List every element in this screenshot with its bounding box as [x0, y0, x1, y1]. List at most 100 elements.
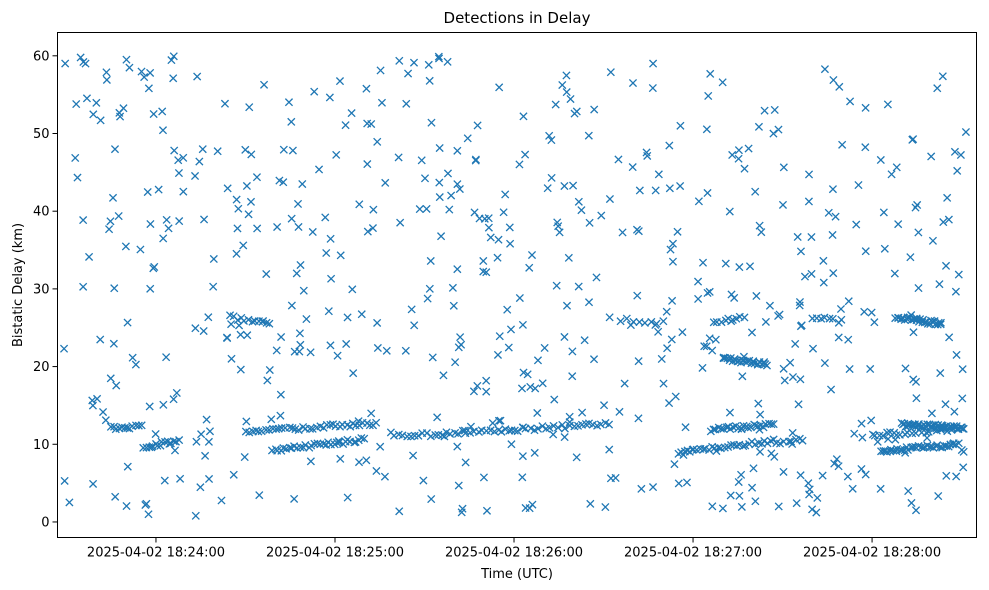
data-point: [959, 424, 968, 433]
data-point: [473, 381, 482, 390]
data-point: [852, 220, 861, 229]
data-point: [886, 447, 895, 456]
data-point: [435, 178, 444, 187]
data-point: [244, 210, 253, 219]
data-point: [519, 368, 528, 377]
data-point: [227, 320, 236, 329]
data-point: [794, 400, 803, 409]
data-point: [351, 421, 360, 430]
data-point: [876, 155, 885, 165]
data-point: [486, 233, 495, 242]
data-point: [121, 242, 130, 251]
data-point: [295, 329, 304, 338]
data-point: [678, 328, 687, 337]
data-point: [111, 492, 120, 501]
data-point: [554, 222, 563, 231]
data-point: [633, 291, 642, 300]
data-point: [792, 499, 801, 508]
data-point: [665, 141, 674, 150]
data-point: [755, 221, 764, 230]
data-point: [599, 401, 609, 410]
data-point: [717, 318, 726, 327]
data-point: [425, 76, 434, 85]
data-point: [422, 204, 431, 213]
data-point: [463, 134, 472, 143]
data-markers: [59, 52, 970, 520]
data-point: [479, 267, 488, 276]
data-point: [751, 497, 760, 506]
data-point: [447, 191, 456, 200]
data-point: [128, 353, 137, 362]
data-point: [220, 99, 230, 108]
data-point: [410, 321, 419, 330]
data-point: [666, 245, 675, 254]
data-point: [360, 434, 369, 443]
data-point: [943, 193, 952, 202]
data-point: [562, 301, 572, 310]
data-point: [564, 253, 573, 262]
data-point: [744, 144, 753, 153]
data-point: [241, 145, 250, 154]
data-point: [739, 442, 748, 451]
data-point: [108, 193, 118, 202]
data-point: [854, 180, 863, 190]
data-point: [213, 147, 222, 156]
data-point: [407, 305, 416, 314]
data-point: [101, 416, 110, 425]
data-point: [179, 187, 188, 196]
data-point: [493, 253, 502, 262]
data-point: [857, 419, 866, 428]
data-point: [745, 262, 755, 271]
data-point: [953, 166, 962, 175]
data-point: [628, 78, 638, 88]
data-point: [883, 428, 892, 437]
data-point: [590, 105, 599, 114]
data-point: [880, 244, 889, 253]
chart-title: Detections in Delay: [444, 9, 591, 27]
data-point: [671, 392, 680, 401]
data-point: [137, 67, 146, 76]
data-point: [321, 213, 330, 222]
data-point: [157, 437, 166, 446]
data-point: [757, 228, 766, 237]
data-point: [325, 93, 334, 102]
data-point: [698, 258, 708, 267]
data-point: [752, 291, 761, 301]
data-point: [711, 335, 720, 344]
data-point: [273, 222, 282, 232]
data-point: [294, 425, 303, 435]
data-point: [110, 284, 119, 293]
data-point: [355, 200, 364, 209]
data-point: [373, 318, 382, 327]
data-point: [850, 429, 859, 438]
data-point: [169, 395, 178, 404]
data-point: [828, 185, 837, 194]
data-point: [277, 424, 286, 433]
data-point: [503, 305, 512, 314]
data-point: [779, 467, 788, 476]
data-point: [420, 174, 430, 183]
data-point: [533, 356, 543, 365]
data-point: [191, 324, 200, 333]
data-point: [457, 340, 466, 349]
data-point: [673, 227, 682, 236]
data-point: [775, 310, 784, 319]
data-point: [703, 188, 712, 198]
data-point: [843, 472, 852, 481]
data-point: [191, 511, 200, 520]
data-point: [146, 219, 155, 229]
data-point: [551, 100, 560, 109]
data-point: [482, 506, 492, 515]
data-point: [668, 239, 677, 248]
data-point: [243, 331, 252, 340]
data-point: [290, 347, 299, 356]
data-point: [253, 224, 262, 233]
data-point: [61, 59, 70, 68]
data-point: [242, 417, 251, 426]
data-point: [805, 485, 814, 494]
data-point: [867, 416, 876, 425]
data-point: [682, 478, 692, 487]
data-point: [170, 446, 180, 455]
data-point: [354, 417, 363, 426]
data-point: [88, 479, 98, 488]
